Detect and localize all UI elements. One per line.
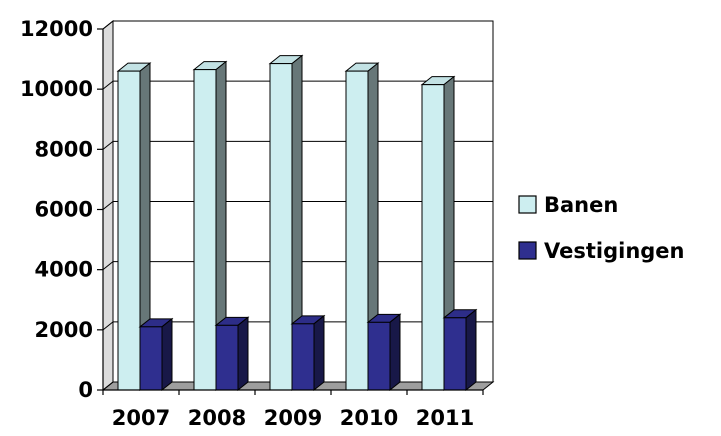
bar-vestigingen-2007	[138, 317, 174, 392]
y-tick-label: 4000	[35, 258, 93, 282]
x-tick-label: 2007	[112, 406, 170, 430]
x-axis-ticks: 2007 2008 2009 2010 2011	[102, 389, 484, 430]
y-tick-label: 8000	[35, 137, 93, 161]
y-axis-ticks: 0 2000 4000 6000 8000 10000 12000	[20, 17, 104, 402]
x-tick-label: 2011	[416, 406, 474, 430]
y-tick-label: 12000	[20, 17, 93, 41]
gridline-side	[102, 140, 114, 150]
x-tick-label: 2010	[340, 406, 398, 430]
legend-vestigingen-swatch	[518, 241, 537, 260]
legend-vestigingen-label: Vestigingen	[544, 239, 685, 263]
bar-front-face	[139, 326, 163, 391]
bar-banen-2007	[116, 62, 152, 392]
gridline-side	[102, 381, 114, 391]
y-tick-label: 6000	[35, 198, 93, 222]
x-tick-label: 2008	[188, 406, 246, 430]
bar-front-face	[291, 323, 315, 391]
bar-front-face	[367, 321, 391, 391]
y-tick-label: 10000	[20, 77, 93, 101]
gridline-side	[102, 321, 114, 331]
legend-banen-swatch	[518, 195, 537, 214]
bar-banen-2009	[268, 54, 304, 392]
bar-vestigingen-2010	[366, 313, 402, 392]
legend: Banen Vestigingen	[518, 193, 685, 263]
gridline-side	[102, 201, 114, 210]
bar-front-face	[269, 63, 293, 391]
bar-vestigingen-2009	[290, 314, 326, 392]
bar-front-face	[193, 69, 217, 391]
bar-front-face	[215, 324, 239, 391]
y-tick-label: 2000	[35, 318, 93, 342]
gridline-side	[102, 261, 114, 271]
bar-banen-2010	[344, 62, 380, 392]
bars	[116, 54, 478, 392]
x-tick-label: 2009	[264, 406, 322, 430]
bar-front-face	[421, 84, 445, 391]
bar-front-face	[443, 317, 467, 391]
bar-vestigingen-2011	[442, 308, 478, 392]
bar-front-face	[345, 70, 369, 391]
gridline-side	[102, 80, 114, 90]
bar-side-face	[313, 314, 325, 392]
y-tick-label: 0	[78, 378, 93, 402]
bar-side-face	[237, 316, 249, 392]
bar-side-face	[161, 317, 173, 392]
gridline-side	[102, 20, 114, 30]
bar-side-face	[465, 308, 477, 392]
bar-side-face	[389, 313, 401, 392]
bar-front-face	[117, 70, 141, 391]
legend-banen-label: Banen	[544, 193, 618, 217]
bar-banen-2008	[192, 60, 228, 392]
bar-vestigingen-2008	[214, 316, 250, 392]
